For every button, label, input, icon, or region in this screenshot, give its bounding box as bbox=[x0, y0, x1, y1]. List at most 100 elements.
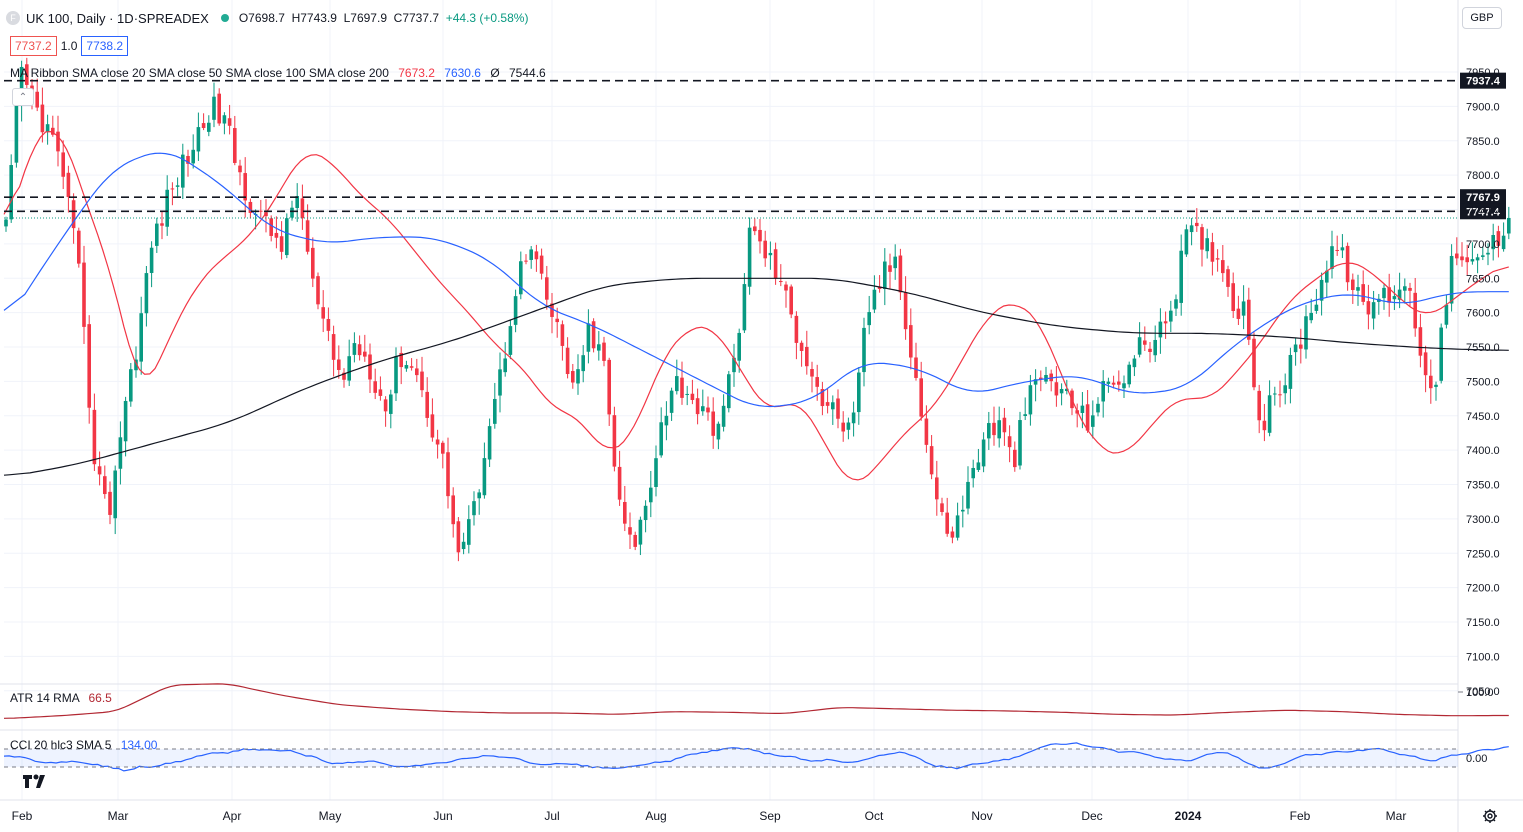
candle-body bbox=[493, 398, 497, 424]
sma20-value: 7673.2 bbox=[398, 66, 435, 80]
sma200-line bbox=[3, 277, 1509, 476]
candle-body bbox=[633, 534, 637, 547]
interval[interactable]: Daily · 1D bbox=[76, 10, 134, 26]
candle-body bbox=[669, 390, 674, 413]
candle-body bbox=[747, 227, 752, 287]
candle-body bbox=[1122, 383, 1126, 389]
candle-body bbox=[149, 247, 154, 273]
candle-body bbox=[534, 251, 539, 260]
candle-body bbox=[363, 351, 367, 357]
chart-header: F UK 100, Daily · 1D · SPREADEX O7698.7 … bbox=[6, 8, 528, 28]
atr-value: 66.5 bbox=[88, 691, 112, 705]
currency-button[interactable]: GBP bbox=[1462, 7, 1502, 29]
sell-button[interactable]: 7737.2 bbox=[10, 36, 57, 56]
candle-body bbox=[113, 470, 117, 519]
price-tick-label: 7650.0 bbox=[1466, 273, 1500, 285]
buy-button[interactable]: 7738.2 bbox=[81, 36, 129, 56]
collapse-legend-button[interactable]: ⌃ bbox=[12, 88, 34, 106]
candle-body bbox=[664, 415, 669, 426]
candle-body bbox=[1215, 258, 1220, 260]
candle-body bbox=[1439, 327, 1443, 381]
gear-icon[interactable] bbox=[1482, 808, 1498, 824]
candle-body bbox=[134, 359, 138, 371]
candle-body bbox=[1335, 249, 1339, 251]
candle-body bbox=[207, 122, 211, 132]
candle-body bbox=[1148, 348, 1152, 352]
candle-body bbox=[45, 124, 50, 132]
candle-body bbox=[222, 115, 227, 124]
price-tick-label: 7350.0 bbox=[1466, 480, 1500, 492]
candle-body bbox=[51, 127, 55, 135]
candle-body bbox=[300, 198, 305, 219]
candle-body bbox=[685, 393, 689, 395]
time-tick-label: Apr bbox=[223, 809, 242, 823]
candle-body bbox=[1091, 415, 1095, 427]
candle-body bbox=[623, 501, 627, 524]
candle-body bbox=[550, 303, 554, 317]
cci-label: CCI 20 hlc3 SMA 5 bbox=[10, 738, 112, 752]
candle-body bbox=[196, 127, 201, 152]
candle-body bbox=[4, 219, 8, 227]
candle-body bbox=[326, 318, 331, 331]
candle-body bbox=[612, 415, 617, 467]
candle-body bbox=[862, 327, 866, 373]
candle-body bbox=[545, 277, 549, 300]
symbol-name[interactable]: UK 100 bbox=[26, 10, 70, 26]
candle-body bbox=[25, 64, 29, 85]
candle-body bbox=[1189, 225, 1194, 233]
price-tick-label: 7100.0 bbox=[1466, 651, 1500, 663]
price-tick-label: 7500.0 bbox=[1466, 376, 1500, 388]
candle-body bbox=[1371, 302, 1376, 319]
cci-legend[interactable]: CCI 20 hlc3 SMA 5 134.00 bbox=[10, 738, 157, 752]
candle-body bbox=[227, 118, 232, 126]
candle-body bbox=[706, 407, 710, 413]
candle-body bbox=[1475, 257, 1480, 261]
symbol-flag-icon: F bbox=[6, 11, 20, 25]
candle-body bbox=[217, 93, 221, 124]
candle-body bbox=[576, 369, 580, 384]
candle-body bbox=[721, 405, 726, 427]
price-tick-label: 7200.0 bbox=[1466, 583, 1500, 595]
candle-body bbox=[238, 165, 242, 173]
candle-body bbox=[586, 323, 591, 352]
candle-body bbox=[815, 377, 819, 387]
level-tag bbox=[1460, 203, 1506, 220]
atr-legend[interactable]: ATR 14 RMA 66.5 bbox=[10, 691, 112, 705]
candle-body bbox=[264, 212, 268, 217]
candle-body bbox=[701, 406, 705, 412]
candle-body bbox=[144, 273, 149, 314]
candle-body bbox=[649, 487, 653, 503]
candle-body bbox=[129, 369, 133, 402]
level-tag bbox=[1460, 189, 1506, 206]
time-tick-label: Jun bbox=[433, 809, 452, 823]
candle-body bbox=[1278, 394, 1282, 396]
candle-body bbox=[77, 230, 81, 264]
candle-body bbox=[591, 321, 596, 349]
time-tick-label: Dec bbox=[1081, 809, 1102, 823]
candle-body bbox=[123, 400, 128, 442]
candle-body bbox=[789, 286, 793, 315]
time-tick-label: May bbox=[319, 809, 342, 823]
candle-body bbox=[461, 541, 466, 550]
candle-body bbox=[1257, 390, 1261, 421]
candle-body bbox=[1403, 286, 1407, 291]
spread-value: 1.0 bbox=[60, 39, 78, 53]
horizontal-levels: 7937.4 7767.9 7747.4 bbox=[4, 72, 1506, 220]
candle-body bbox=[1049, 373, 1053, 382]
tradingview-logo bbox=[23, 774, 45, 788]
candle-body bbox=[487, 426, 492, 460]
ma-ribbon-legend[interactable]: MA Ribbon SMA close 20 SMA close 50 SMA … bbox=[10, 66, 546, 80]
candle-body bbox=[357, 344, 362, 356]
candle-body bbox=[1018, 420, 1022, 466]
candle-body bbox=[1200, 227, 1204, 250]
price-tick-label: 7300.0 bbox=[1466, 514, 1500, 526]
candle-body bbox=[274, 232, 279, 238]
candle-body bbox=[966, 481, 970, 509]
candle-body bbox=[404, 365, 409, 369]
candle-body bbox=[1210, 242, 1215, 262]
candle-body bbox=[1392, 296, 1397, 300]
candle-body bbox=[1101, 381, 1105, 402]
candle-body bbox=[1351, 279, 1355, 291]
candle-body bbox=[539, 255, 544, 274]
